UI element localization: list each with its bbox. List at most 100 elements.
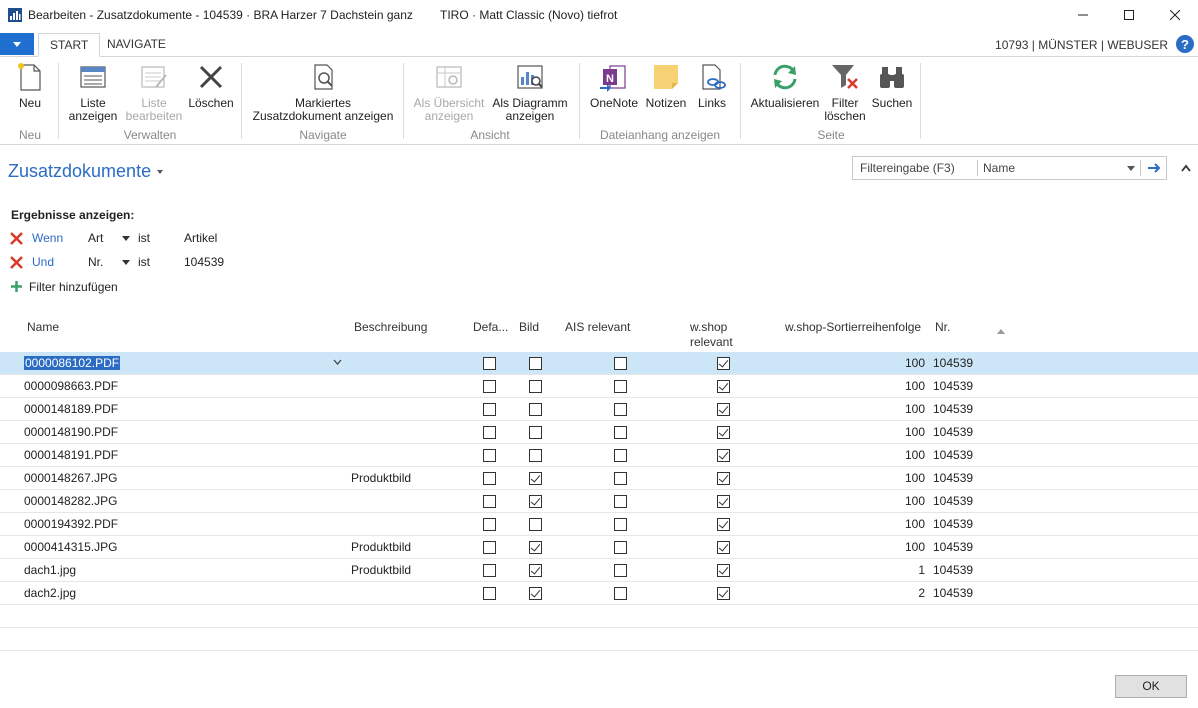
links-button[interactable]: Links <box>692 61 732 110</box>
cell-nr[interactable]: 104539 <box>933 540 974 554</box>
chevron-down-icon[interactable] <box>333 359 342 365</box>
checkbox-ais[interactable] <box>614 587 627 600</box>
column-header-wshop-relevant[interactable]: w.shop <box>690 320 728 334</box>
checkbox-default[interactable] <box>483 564 496 577</box>
checkbox-ais[interactable] <box>614 518 627 531</box>
checkbox-default[interactable] <box>483 495 496 508</box>
delete-button[interactable]: Löschen <box>186 61 236 110</box>
checkbox-ais[interactable] <box>614 426 627 439</box>
checkbox-wshop[interactable] <box>717 564 730 577</box>
table-row[interactable]: 0000194392.PDF 100 104539 <box>0 513 1198 536</box>
checkbox-wshop[interactable] <box>717 403 730 416</box>
refresh-button[interactable]: Aktualisieren <box>748 61 822 110</box>
cell-sort-order[interactable]: 100 <box>904 425 925 439</box>
file-menu-button[interactable] <box>0 33 34 55</box>
checkbox-bild[interactable] <box>529 541 542 554</box>
checkbox-bild[interactable] <box>529 380 542 393</box>
checkbox-ais[interactable] <box>614 541 627 554</box>
checkbox-default[interactable] <box>483 449 496 462</box>
chevron-down-icon[interactable] <box>122 236 130 241</box>
column-header-wshop-relevant-line2[interactable]: relevant <box>690 335 733 349</box>
chevron-down-icon[interactable] <box>122 260 130 265</box>
checkbox-wshop[interactable] <box>717 541 730 554</box>
clear-filter-button[interactable]: Filter löschen <box>824 61 866 123</box>
table-row[interactable]: 0000148282.JPG 100 104539 <box>0 490 1198 513</box>
filter-input[interactable]: Filtereingabe (F3) <box>860 161 955 175</box>
cell-nr[interactable]: 104539 <box>933 448 974 462</box>
arrow-right-icon[interactable] <box>1145 159 1163 177</box>
checkbox-wshop[interactable] <box>717 495 730 508</box>
cell-sort-order[interactable]: 100 <box>904 471 925 485</box>
filter-keyword[interactable]: Und <box>32 255 55 269</box>
list-view-button[interactable]: Liste anzeigen <box>64 61 122 123</box>
checkbox-default[interactable] <box>483 426 496 439</box>
chevron-down-icon[interactable] <box>1127 166 1135 171</box>
column-header-default[interactable]: Defa... <box>473 320 509 334</box>
table-row[interactable]: 0000148267.JPG Produktbild 100 104539 <box>0 467 1198 490</box>
filter-field[interactable]: Art <box>88 231 104 245</box>
checkbox-bild[interactable] <box>529 472 542 485</box>
chart-view-button[interactable]: Als Diagramm anzeigen <box>490 61 570 123</box>
cell-sort-order[interactable]: 100 <box>904 494 925 508</box>
checkbox-default[interactable] <box>483 403 496 416</box>
checkbox-default[interactable] <box>483 472 496 485</box>
checkbox-wshop[interactable] <box>717 449 730 462</box>
column-header-sort-order[interactable]: w.shop-Sortierreihenfolge <box>785 320 922 334</box>
filter-value[interactable]: 104539 <box>184 255 225 269</box>
checkbox-bild[interactable] <box>529 403 542 416</box>
cell-name[interactable]: 0000194392.PDF <box>24 517 118 531</box>
overview-button[interactable]: Als Übersicht anzeigen <box>410 61 488 123</box>
filter-value[interactable]: Artikel <box>184 231 218 245</box>
table-row[interactable]: dach1.jpg Produktbild 1 104539 <box>0 559 1198 582</box>
checkbox-default[interactable] <box>483 518 496 531</box>
cell-sort-order[interactable]: 100 <box>904 356 925 370</box>
checkbox-wshop[interactable] <box>717 426 730 439</box>
cell-name[interactable]: 0000086102.PDF <box>24 356 121 370</box>
cell-name[interactable]: dach2.jpg <box>24 586 76 600</box>
cell-nr[interactable]: 104539 <box>933 425 974 439</box>
column-header-description[interactable]: Beschreibung <box>354 320 428 334</box>
cell-nr[interactable]: 104539 <box>933 356 974 370</box>
empty-table-row[interactable] <box>0 628 1198 651</box>
ok-button[interactable]: OK <box>1115 675 1187 698</box>
onenote-button[interactable]: N OneNote <box>588 61 640 110</box>
cell-name[interactable]: 0000148282.JPG <box>24 494 117 508</box>
table-row[interactable]: 0000148189.PDF 100 104539 <box>0 398 1198 421</box>
table-row[interactable]: dach2.jpg 2 104539 <box>0 582 1198 605</box>
cell-sort-order[interactable]: 1 <box>918 563 925 577</box>
page-title[interactable]: Zusatzdokumente <box>8 161 152 181</box>
checkbox-ais[interactable] <box>614 449 627 462</box>
filter-input-box[interactable]: Filtereingabe (F3) Name <box>852 156 1167 180</box>
cell-description[interactable]: Produktbild <box>351 540 412 554</box>
checkbox-ais[interactable] <box>614 380 627 393</box>
cell-name[interactable]: 0000148267.JPG <box>24 471 117 485</box>
checkbox-wshop[interactable] <box>717 472 730 485</box>
cell-nr[interactable]: 104539 <box>933 517 974 531</box>
cell-nr[interactable]: 104539 <box>933 494 974 508</box>
checkbox-bild[interactable] <box>529 426 542 439</box>
cell-sort-order[interactable]: 100 <box>904 517 925 531</box>
minimize-button[interactable] <box>1060 0 1106 30</box>
checkbox-bild[interactable] <box>529 357 542 370</box>
cell-sort-order[interactable]: 100 <box>904 402 925 416</box>
checkbox-ais[interactable] <box>614 495 627 508</box>
column-header-image[interactable]: Bild <box>519 320 540 334</box>
checkbox-bild[interactable] <box>529 495 542 508</box>
cell-name[interactable]: 0000148190.PDF <box>24 425 118 439</box>
maximize-button[interactable] <box>1106 0 1152 30</box>
filter-keyword[interactable]: Wenn <box>32 231 64 245</box>
new-button[interactable]: Neu <box>10 61 50 110</box>
checkbox-ais[interactable] <box>614 403 627 416</box>
checkbox-default[interactable] <box>483 541 496 554</box>
column-header-nr[interactable]: Nr. <box>935 320 951 334</box>
cell-nr[interactable]: 104539 <box>933 402 974 416</box>
checkbox-bild[interactable] <box>529 564 542 577</box>
remove-filter-icon[interactable] <box>10 256 23 269</box>
checkbox-default[interactable] <box>483 357 496 370</box>
checkbox-ais[interactable] <box>614 564 627 577</box>
checkbox-bild[interactable] <box>529 449 542 462</box>
checkbox-default[interactable] <box>483 587 496 600</box>
checkbox-wshop[interactable] <box>717 587 730 600</box>
cell-name[interactable]: 0000148191.PDF <box>24 448 118 462</box>
collapse-chevron-up-icon[interactable] <box>1180 163 1192 173</box>
